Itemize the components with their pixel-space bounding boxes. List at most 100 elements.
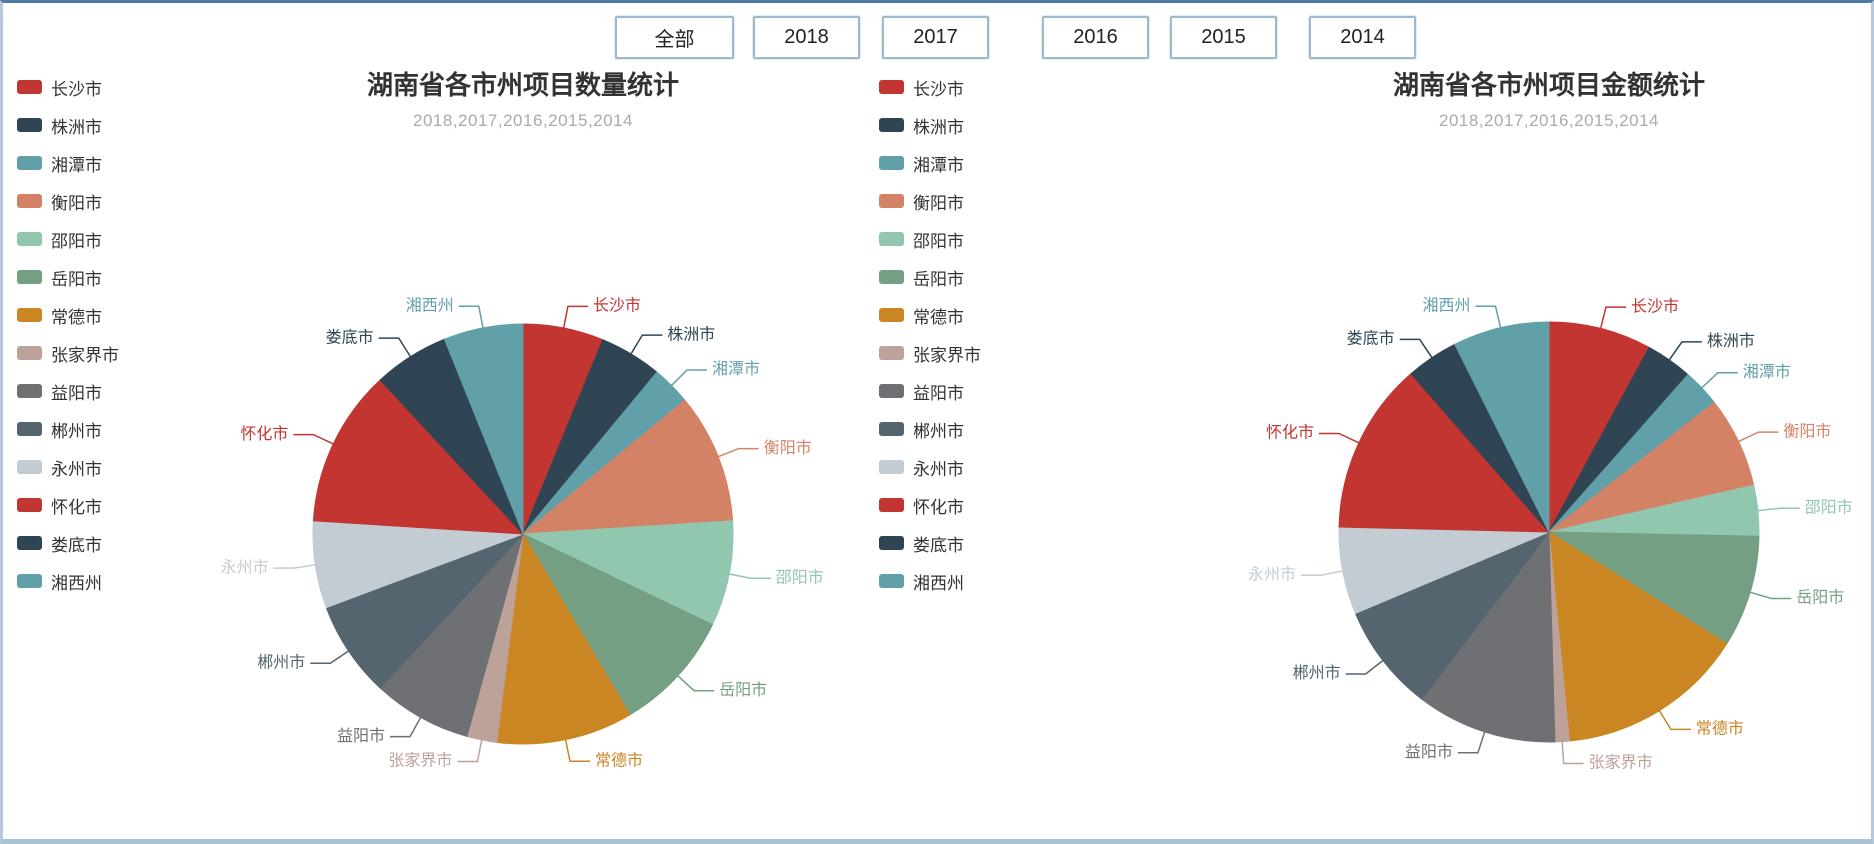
legend-swatch-icon (879, 308, 904, 322)
label-leader-line (675, 673, 715, 692)
label-leader-line (458, 305, 485, 330)
legend-item[interactable]: 湘西州 (17, 569, 119, 593)
chart-title-block: 湖南省各市州项目数量统计 2018,2017,2016,2015,2014 (203, 65, 843, 131)
slice-label: 株洲市 (667, 325, 715, 343)
legend-item[interactable]: 怀化市 (879, 493, 981, 517)
slice-label: 岳阳市 (1796, 589, 1844, 607)
chart-title-block: 湖南省各市州项目金额统计 2018,2017,2016,2015,2014 (1229, 65, 1869, 131)
label-leader-line (293, 433, 336, 446)
filter-button-all[interactable]: 全部 (615, 16, 734, 59)
legend-item[interactable]: 郴州市 (879, 417, 981, 441)
legend-item[interactable]: 益阳市 (17, 379, 119, 403)
legend-swatch-icon (17, 574, 42, 588)
legend-swatch-icon (17, 194, 42, 208)
legend-label: 衡阳市 (51, 193, 102, 213)
slice-label: 常德市 (595, 751, 643, 769)
slice-label: 岳阳市 (719, 681, 767, 699)
legend-label: 邵阳市 (913, 231, 964, 251)
legend-item[interactable]: 益阳市 (879, 379, 981, 403)
legend-item[interactable]: 湘潭市 (17, 151, 119, 175)
filter-button-2018[interactable]: 2018 (753, 16, 860, 59)
legend-swatch-icon (879, 346, 904, 360)
legend-item[interactable]: 张家界市 (879, 341, 981, 365)
legend-item[interactable]: 湘潭市 (879, 151, 981, 175)
legend-label: 郴州市 (913, 421, 964, 441)
legend-item[interactable]: 邵阳市 (17, 227, 119, 251)
label-leader-line (378, 337, 413, 359)
legend-swatch-icon (879, 232, 904, 246)
legend-swatch-icon (879, 156, 904, 170)
legend-swatch-icon (17, 270, 42, 284)
legend-swatch-icon (879, 536, 904, 550)
legend-item[interactable]: 岳阳市 (879, 265, 981, 289)
legend-item[interactable]: 永州市 (17, 455, 119, 479)
slice-label: 常德市 (1696, 720, 1744, 738)
slice-label: 郴州市 (257, 653, 305, 671)
slice-label: 长沙市 (593, 297, 641, 315)
legend-item[interactable]: 张家界市 (17, 341, 119, 365)
legend-label: 株洲市 (913, 117, 964, 137)
slice-label: 湘西州 (406, 296, 454, 314)
legend-swatch-icon (17, 346, 42, 360)
slice-label: 郴州市 (1293, 664, 1341, 682)
legend-item[interactable]: 邵阳市 (879, 227, 981, 251)
legend-item[interactable]: 长沙市 (879, 75, 981, 99)
legend-swatch-icon (17, 536, 42, 550)
label-leader-line (1755, 507, 1800, 512)
legend-item[interactable]: 娄底市 (17, 531, 119, 555)
legend-item[interactable]: 常德市 (879, 303, 981, 327)
filter-button-2014[interactable]: 2014 (1309, 16, 1416, 59)
label-leader-line (1345, 658, 1385, 675)
legend-label: 常德市 (913, 307, 964, 327)
legend-swatch-icon (17, 80, 42, 94)
legend-label: 怀化市 (51, 497, 102, 517)
slice-label: 长沙市 (1631, 297, 1679, 315)
legend-item[interactable]: 株洲市 (879, 113, 981, 137)
legend-item[interactable]: 衡阳市 (17, 189, 119, 213)
label-leader-line (273, 563, 318, 569)
legend-swatch-icon (879, 574, 904, 588)
legend-item[interactable]: 郴州市 (17, 417, 119, 441)
legend-item[interactable]: 衡阳市 (879, 189, 981, 213)
legend-label: 湘潭市 (51, 155, 102, 175)
label-leader-line (1561, 739, 1584, 765)
filter-button-2015[interactable]: 2015 (1170, 16, 1277, 59)
legend-swatch-icon (17, 308, 42, 322)
slice-label: 衡阳市 (1783, 422, 1831, 440)
label-leader-line (1301, 569, 1345, 576)
slice-label: 怀化市 (1266, 424, 1314, 442)
legend-label: 湘西州 (51, 573, 102, 593)
legend-swatch-icon (879, 422, 904, 436)
label-leader-line (1699, 372, 1738, 390)
label-leader-line (727, 572, 771, 579)
slice-label: 永州市 (1248, 565, 1296, 583)
slice-label: 邵阳市 (776, 568, 824, 586)
label-leader-line (669, 369, 707, 388)
filter-button-2016[interactable]: 2016 (1042, 16, 1149, 59)
slice-label: 湘潭市 (1743, 363, 1791, 381)
legend-item[interactable]: 怀化市 (17, 493, 119, 517)
legend-label: 永州市 (51, 459, 102, 479)
legend-swatch-icon (879, 270, 904, 284)
label-leader-line (629, 334, 663, 357)
legend-item[interactable]: 娄底市 (879, 531, 981, 555)
slice-label: 湘潭市 (712, 360, 760, 378)
legend-item[interactable]: 常德市 (17, 303, 119, 327)
legend-label: 株洲市 (51, 117, 102, 137)
legend-item[interactable]: 株洲市 (17, 113, 119, 137)
legend-label: 张家界市 (51, 345, 119, 365)
legend-item[interactable]: 湘西州 (879, 569, 981, 593)
label-leader-line (1667, 341, 1702, 362)
legend-label: 怀化市 (913, 497, 964, 517)
legend-swatch-icon (879, 460, 904, 474)
slice-label: 湘西州 (1422, 297, 1470, 315)
legend-label: 岳阳市 (51, 269, 102, 289)
filter-button-2017[interactable]: 2017 (882, 16, 989, 59)
slice-label: 永州市 (220, 558, 268, 576)
label-leader-line (390, 715, 423, 738)
legend-item[interactable]: 长沙市 (17, 75, 119, 99)
legend-item[interactable]: 永州市 (879, 455, 981, 479)
legend-label: 湘西州 (913, 573, 964, 593)
legend-item[interactable]: 岳阳市 (17, 265, 119, 289)
